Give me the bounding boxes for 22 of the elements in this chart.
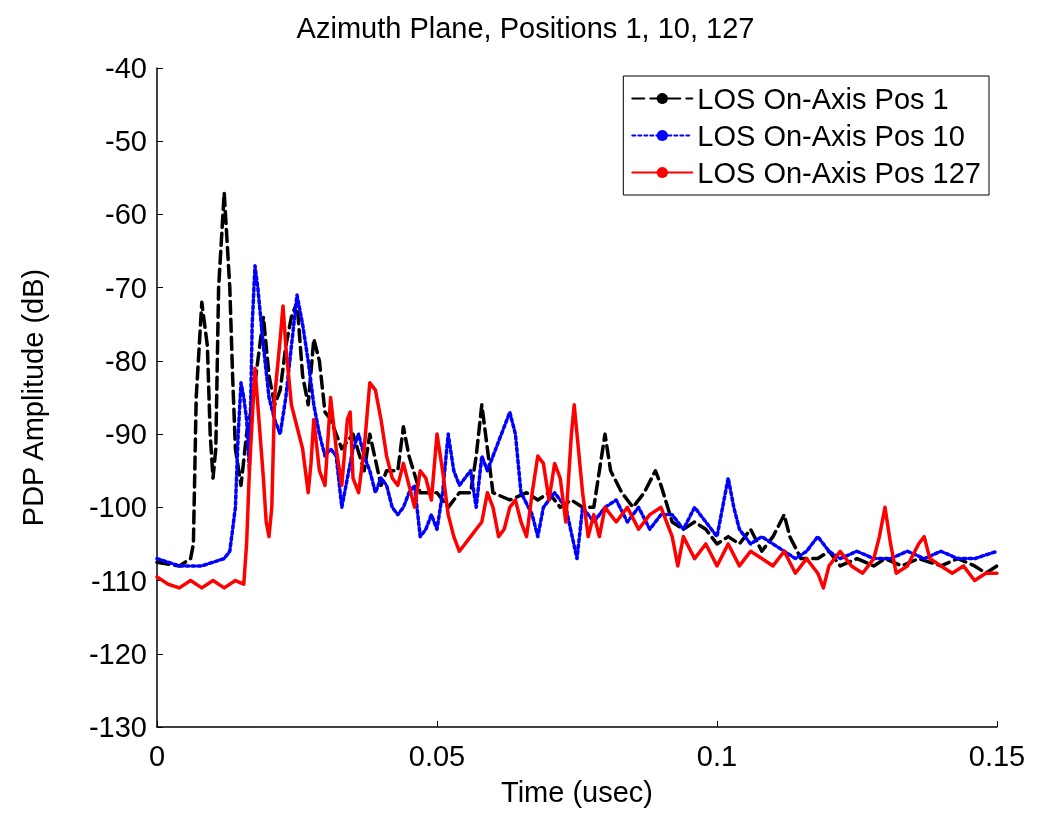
line-series	[155, 263, 999, 568]
x-tick-label: 0.05	[408, 739, 466, 772]
chart-title: Azimuth Plane, Positions 1, 10, 127	[296, 11, 755, 44]
y-tick-label: -80	[105, 344, 147, 377]
y-tick-label: -100	[88, 491, 147, 524]
y-tick-label: -130	[88, 711, 147, 743]
legend-label: LOS On-Axis Pos 10	[697, 119, 965, 152]
line-series	[155, 304, 999, 590]
y-tick-label: -90	[105, 418, 147, 451]
legend-label: LOS On-Axis Pos 127	[697, 156, 981, 189]
x-tick-label: 0.1	[696, 739, 738, 772]
x-tick-label: 0.15	[968, 739, 1026, 772]
x-tick-label: 0	[148, 739, 166, 772]
y-tick-label: -60	[105, 198, 147, 231]
y-tick-label: -50	[105, 125, 147, 158]
y-axis-title: PDP Amplitude (dB)	[16, 268, 49, 527]
y-tick-label: -110	[91, 564, 147, 597]
y-tick-label: -120	[88, 637, 147, 670]
x-axis-title: Time (usec)	[501, 775, 653, 808]
y-tick-label: -40	[105, 52, 147, 84]
legend-label: LOS On-Axis Pos 1	[697, 82, 949, 115]
y-tick-label: -70	[105, 271, 147, 304]
